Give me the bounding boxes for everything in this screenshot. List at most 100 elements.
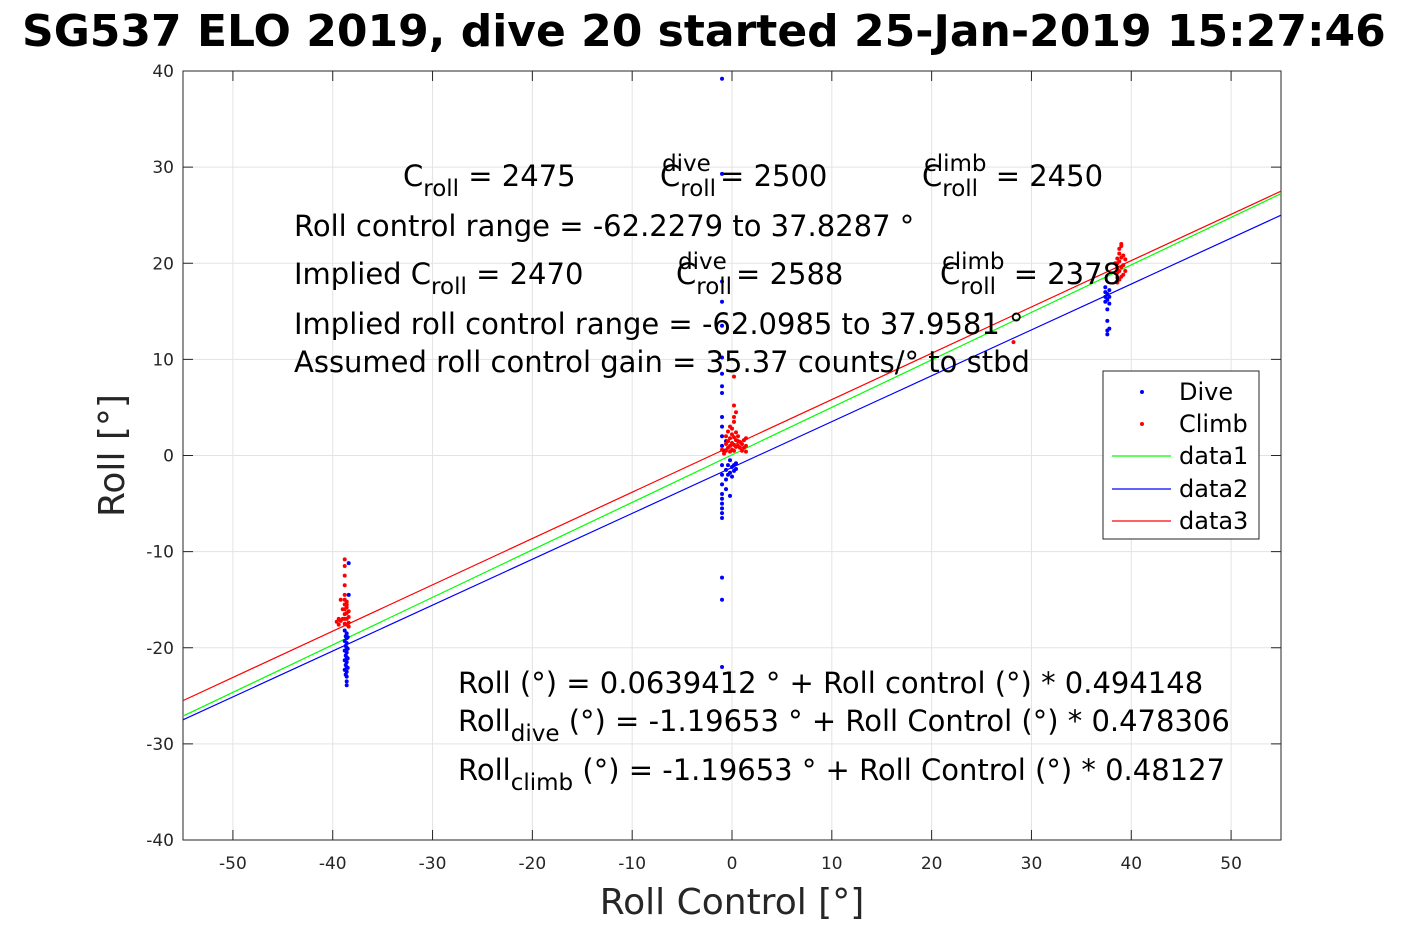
y-tick-label: 20 [152,254,174,274]
axis-labels: Roll Control [°] Roll [°] [92,394,864,923]
dive-point [720,506,725,511]
annotation-text: Rolldive (°) = -1.19653 ° + Roll Control… [458,704,1230,747]
climb-point [739,441,744,446]
dive-point [720,511,725,516]
dive-point [345,656,350,661]
climb-point [346,609,351,614]
dive-point [1105,307,1110,312]
annotation-run: = 2475 [459,159,576,193]
annotation-run: C [922,159,942,193]
dive-point [1105,297,1110,302]
dive-point [344,679,349,684]
dive-point [1103,285,1108,290]
dive-point [720,323,725,328]
dive-point [343,643,348,648]
climb-point [739,448,744,453]
legend-label: data3 [1179,507,1248,535]
climb-point [728,443,733,448]
dive-point [345,635,350,640]
y-tick-label: 40 [152,62,174,82]
legend-label: data1 [1179,442,1248,470]
dive-point [728,493,733,498]
climb-point [344,605,349,610]
subscript: roll [696,274,732,300]
x-tick-label: 30 [1021,854,1043,874]
dive-point [730,474,734,479]
annotation-text: Crolldive = 2588 [676,249,843,300]
dive-point [726,463,731,468]
climb-point [342,583,347,588]
dive-point [1105,318,1110,323]
y-tick-label: 10 [152,350,174,370]
dive-point [720,482,725,487]
dive-point [343,663,348,668]
climb-point [1117,251,1122,256]
dive-point [1107,326,1112,331]
annotation-run: Roll control range = -62.2279 to 37.8287… [294,209,914,243]
x-tick-label: -30 [419,854,447,874]
climb-point [1117,277,1122,282]
dive-point [1103,294,1108,299]
dive-point [728,458,733,463]
y-axis-label: Roll [°] [92,394,133,517]
x-tick-label: 20 [921,854,943,874]
subscript: roll [942,176,978,202]
x-tick-label: 50 [1220,854,1242,874]
axis-ticks: -50 -40 -30 -20 -10 0 10 20 30 40 50 -40 -30 -20 -10 0 1… [146,62,1281,874]
dive-point [724,477,729,482]
climb-point [1121,263,1126,268]
annotation-run: Roll (°) = 0.0639412 ° + Roll control (°… [458,666,1203,700]
climb-point [1113,270,1118,275]
climb-point [342,557,347,562]
legend-marker [1140,422,1144,426]
x-tick-label: -10 [618,854,646,874]
dive-point [342,667,347,672]
climb-point [724,441,729,446]
dive-point [728,470,733,475]
superscript: dive [662,151,711,177]
annotation-text: Croll = 2475 [403,159,576,202]
dive-point [720,434,725,439]
dive-point [720,597,725,602]
climb-point [1115,280,1120,285]
dive-point [720,424,725,429]
dive-point [1107,301,1112,306]
dive-point [1107,288,1112,293]
superscript: dive [678,249,727,275]
climb-point [743,443,748,448]
dive-point [720,515,725,520]
annotation-run: Implied roll control range = -62.0985 to… [294,307,1024,341]
superscript: climb [924,151,986,177]
annotation-run: Roll [458,753,511,787]
climb-point [342,564,347,569]
climb-point [1121,253,1126,258]
x-tick-label: -20 [518,854,546,874]
x-axis-label: Roll Control [°] [600,882,865,923]
annotation-text: Roll (°) = 0.0639412 ° + Roll control (°… [458,666,1203,700]
dive-point [346,592,351,597]
annotation-run: (°) = -1.19653 ° + Roll Control (°) * 0.… [559,704,1229,738]
annotation-run: C [660,159,680,193]
subscript: roll [680,176,716,202]
dive-point [720,299,725,304]
y-tick-label: -10 [146,543,174,563]
x-tick-label: -40 [319,854,347,874]
dive-point [345,646,350,651]
y-tick-label: -40 [146,831,174,851]
dive-point [733,461,738,466]
climb-point [731,374,736,379]
climb-point [733,430,738,435]
dive-point [720,491,725,496]
annotation-text: Implied Croll = 2470 [294,257,583,300]
annotation-text: Crolldive = 2500 [660,151,827,202]
annotation-run: = 2450 [987,159,1104,193]
dive-point [720,664,725,669]
dive-point [720,384,725,389]
dive-point [720,371,725,376]
dive-point [720,501,725,506]
climb-point [737,445,742,450]
climb-point [1011,340,1016,345]
annotation-run: C [403,159,423,193]
climb-point [720,447,725,452]
